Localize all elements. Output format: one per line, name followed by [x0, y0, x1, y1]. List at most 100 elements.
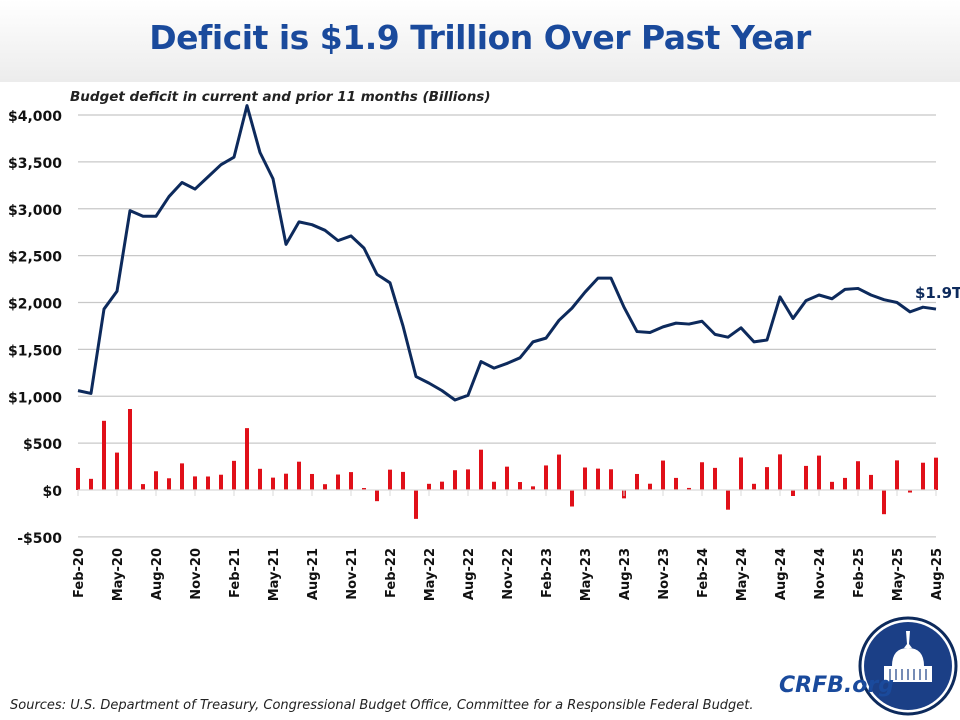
rolling-deficit-line	[77, 104, 937, 402]
monthly-deficit-bar	[687, 487, 691, 490]
monthly-deficit-bar	[726, 490, 730, 510]
x-tick-label: Feb-20	[72, 548, 87, 598]
monthly-deficit-bar	[752, 483, 756, 490]
monthly-deficit-bar	[908, 490, 912, 493]
monthly-deficit-bar	[713, 467, 717, 490]
monthly-deficit-bar	[401, 471, 405, 490]
y-tick-label: $0	[43, 484, 63, 500]
monthly-deficit-bar	[427, 483, 431, 490]
x-tick-label: Aug-22	[462, 548, 477, 600]
monthly-deficit-bar	[531, 486, 535, 490]
x-tick-label: May-20	[111, 548, 126, 601]
brand-link[interactable]: CRFB.org	[779, 673, 894, 698]
x-tick-label: Aug-25	[930, 548, 945, 600]
monthly-deficit-bar	[115, 452, 119, 490]
monthly-deficit-bar	[895, 460, 899, 490]
chart-title: Deficit is $1.9 Trillion Over Past Year	[149, 18, 811, 57]
monthly-deficit-bar	[284, 473, 288, 490]
x-tick-label: Aug-23	[618, 548, 633, 600]
monthly-deficit-bar	[791, 490, 795, 496]
monthly-deficit-bar	[154, 471, 158, 490]
y-tick-label: $2,500	[8, 250, 62, 266]
monthly-deficit-bar	[466, 469, 470, 490]
y-tick-label: $1,500	[8, 343, 62, 359]
monthly-deficit-bar	[141, 484, 145, 490]
y-tick-label: $1,000	[8, 390, 62, 406]
monthly-deficit-bar	[609, 469, 613, 490]
monthly-deficit-bar	[804, 465, 808, 490]
monthly-deficit-bar	[479, 449, 483, 490]
monthly-deficit-bar	[349, 472, 353, 490]
monthly-deficit-bar	[505, 466, 509, 490]
monthly-deficit-bar	[89, 478, 93, 490]
monthly-deficit-bar	[76, 467, 80, 490]
monthly-deficit-bar	[882, 490, 886, 515]
monthly-deficit-bar	[362, 488, 366, 490]
monthly-deficit-bar	[830, 481, 834, 490]
y-tick-label: $2,000	[8, 297, 62, 313]
y-tick-label: -$500	[17, 531, 62, 547]
monthly-deficit-bar	[544, 465, 548, 490]
x-tick-label: Aug-24	[774, 548, 789, 600]
monthly-deficit-bar	[739, 457, 743, 490]
x-tick-label: May-21	[267, 548, 282, 601]
monthly-deficit-bar	[167, 478, 171, 490]
chart-subtitle: Budget deficit in current and prior 11 m…	[70, 89, 491, 105]
x-tick-label: Feb-22	[384, 548, 399, 598]
monthly-deficit-bar	[206, 476, 210, 490]
x-tick-label: Nov-23	[657, 548, 672, 600]
x-tick-label: Aug-20	[150, 548, 165, 600]
monthly-deficit-bar	[414, 490, 418, 519]
monthly-deficit-bar	[843, 477, 847, 490]
x-tick-label: Feb-25	[852, 548, 867, 598]
monthly-deficit-bar	[128, 409, 132, 490]
monthly-deficit-bar	[375, 490, 379, 502]
x-tick-label: Nov-24	[813, 548, 828, 600]
y-tick-label: $4,000	[8, 109, 62, 125]
monthly-deficit-bar	[765, 467, 769, 490]
x-tick-label: May-25	[891, 548, 906, 601]
monthly-deficit-bar	[232, 460, 236, 490]
x-tick-label: May-23	[579, 548, 594, 601]
x-tick-label: Feb-23	[540, 548, 555, 598]
last-value-annotation: $1.9T	[915, 284, 960, 302]
y-tick-label: $3,500	[8, 156, 62, 172]
monthly-deficit-bar	[193, 476, 197, 490]
x-tick-label: Nov-20	[189, 548, 204, 600]
x-tick-label: Nov-22	[501, 548, 516, 600]
monthly-deficit-bar	[869, 474, 873, 490]
monthly-deficit-bar	[856, 461, 860, 490]
x-tick-label: Aug-21	[306, 548, 321, 600]
y-tick-label: $500	[23, 437, 62, 453]
monthly-deficit-bar	[336, 474, 340, 490]
x-tick-label: Feb-21	[228, 548, 243, 598]
monthly-deficit-bar	[453, 470, 457, 490]
monthly-deficit-bar	[102, 420, 106, 490]
x-tick-label: May-24	[735, 548, 750, 601]
monthly-deficit-bar	[583, 467, 587, 490]
monthly-deficit-bar	[557, 454, 561, 490]
monthly-deficit-bar	[180, 463, 184, 490]
monthly-deficit-bar	[648, 483, 652, 490]
monthly-deficit-bar	[778, 454, 782, 490]
monthly-deficit-bar	[388, 469, 392, 490]
monthly-deficit-bar	[674, 477, 678, 490]
monthly-deficit-bar	[921, 462, 925, 490]
monthly-deficit-bar	[661, 460, 665, 490]
monthly-deficit-bar	[596, 468, 600, 490]
monthly-deficit-bar	[297, 461, 301, 490]
monthly-deficit-bar	[219, 474, 223, 490]
monthly-deficit-bar	[934, 457, 938, 490]
sources-note: Sources: U.S. Department of Treasury, Co…	[10, 698, 754, 713]
monthly-deficit-bar	[817, 455, 821, 490]
capitol-dome-seal-icon	[858, 616, 958, 716]
monthly-deficit-bar	[245, 428, 249, 490]
monthly-deficit-bar	[323, 484, 327, 490]
monthly-deficit-bar	[570, 490, 574, 507]
monthly-deficit-bar	[310, 473, 314, 490]
x-tick-label: Nov-21	[345, 548, 360, 600]
y-tick-label: $3,000	[8, 203, 62, 219]
monthly-deficit-bar	[700, 462, 704, 490]
title-band	[0, 0, 960, 82]
monthly-deficit-bar	[440, 481, 444, 490]
